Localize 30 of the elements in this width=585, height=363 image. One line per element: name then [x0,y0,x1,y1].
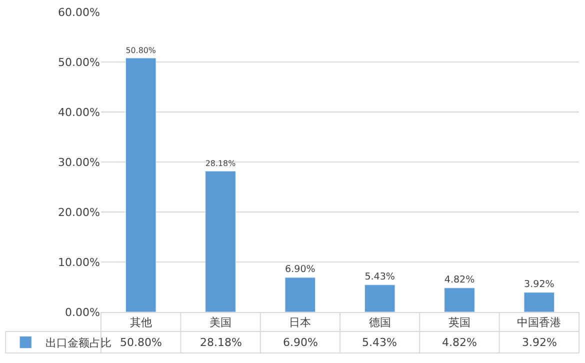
bar [125,58,156,312]
x-tick-label: 其他 [130,316,152,330]
x-tick-label: 德国 [368,316,391,330]
text: 5.43% [364,271,395,282]
bar [284,277,316,312]
bar [444,288,475,312]
x-tick-label: 日本 [289,316,312,330]
y-tick-label: 40.00% [58,106,100,119]
text: 3.92% [524,278,554,290]
x-tick-label: 美国 [210,316,232,330]
bar [524,292,555,312]
text: 4.82% [444,274,475,286]
bar [364,284,396,312]
y-tick-label: 0.00% [65,306,100,319]
x-tick-label: 中国香港 [517,316,562,330]
data-label: 3.92% [522,336,557,349]
y-tick-label: 60.00% [58,6,100,19]
bar [205,170,236,312]
y-tick-label: 30.00% [58,156,100,169]
data-label: 4.82% [442,336,477,349]
legend-label: 出口金额占比 [46,336,112,350]
y-tick-label: 20.00% [58,206,100,219]
x-tick-label: 英国 [448,316,470,330]
text: 6.90% [285,264,316,275]
data-label: 6.90% [283,336,318,349]
data-label: 28.18% [200,336,242,349]
y-tick-label: 50.00% [58,56,100,69]
data-label: 50.80% [120,336,162,349]
data-label: 5.43% [362,336,397,349]
y-tick-label: 10.00% [58,256,100,269]
